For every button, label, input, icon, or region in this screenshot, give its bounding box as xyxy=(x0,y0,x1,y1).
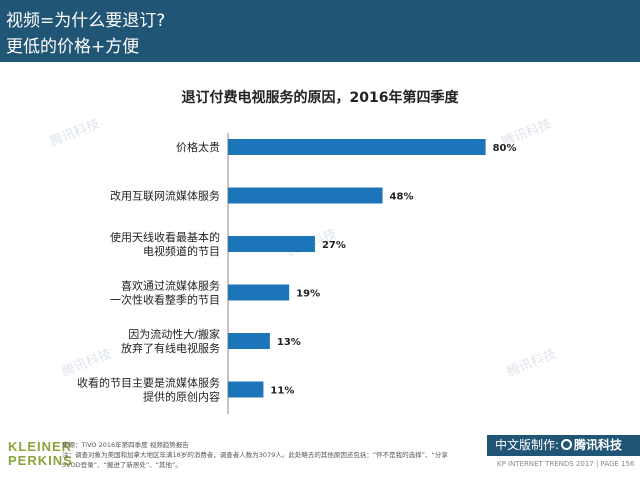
logo-line1: KLEINER xyxy=(8,439,73,454)
category-label: 收看的节目主要是流媒体服务 xyxy=(77,376,220,390)
value-label: 27% xyxy=(322,240,346,251)
translation-badge: 中文版制作: 腾讯科技 xyxy=(487,435,640,456)
category-label: 电视频道的节目 xyxy=(143,244,220,258)
value-label: 13% xyxy=(277,337,301,348)
value-label: 11% xyxy=(270,386,294,397)
bar xyxy=(228,139,486,155)
bar xyxy=(228,284,290,301)
slide-subtitle: 更低的价格+方便 xyxy=(6,37,140,57)
bar xyxy=(228,381,264,398)
value-label: 48% xyxy=(390,192,414,203)
slide-header: 视频=为什么要退订? 更低的价格+方便 xyxy=(0,0,640,62)
chart-title: 退订付费电视服务的原因，2016年第四季度 xyxy=(181,90,459,106)
tencent-icon xyxy=(561,439,573,450)
footer-notes: 来源：TiVO 2016年第四季度 视频趋势报告 注：调查对象为美国和加拿大地区… xyxy=(62,440,462,470)
bar xyxy=(228,236,315,252)
category-label: 使用天线收看最基本的 xyxy=(110,230,220,244)
slide-title: 视频=为什么要退订? xyxy=(6,11,166,31)
category-label: 喜欢通过流媒体服务 xyxy=(121,279,220,293)
category-label: 改用互联网流媒体服务 xyxy=(110,189,220,203)
bar xyxy=(228,187,383,204)
category-label: 因为流动性大/搬家 xyxy=(128,327,220,341)
bar xyxy=(228,333,270,349)
category-label: 提供的原创内容 xyxy=(143,390,220,404)
category-label: 放弃了有线电视服务 xyxy=(121,341,220,355)
bar-chart: 80% 价格太贵 48% 改用互联网流媒体服务 27% 使用天线收看最基本的电视频道的节目… xyxy=(77,133,517,414)
badge-prefix: 中文版制作: xyxy=(495,438,560,452)
category-label: 一次性收看整季的节目 xyxy=(110,293,220,307)
value-label: 19% xyxy=(296,289,320,300)
logo-line2: PERKINS xyxy=(8,453,73,468)
category-label: 价格太贵 xyxy=(176,140,220,154)
survey-note: 注：调查对象为美国和加拿大地区年满18岁的消费者，调查者人数为3079人。此处略… xyxy=(62,451,448,469)
kleiner-perkins-logo: KLEINER PERKINS xyxy=(8,440,73,468)
badge-brand: 腾讯科技 xyxy=(574,438,623,452)
page-info: KP INTERNET TRENDS 2017 | PAGE 156 xyxy=(497,460,635,468)
value-label: 80% xyxy=(493,143,517,154)
source-note: 来源：TiVO 2016年第四季度 视频趋势报告 xyxy=(62,441,189,449)
